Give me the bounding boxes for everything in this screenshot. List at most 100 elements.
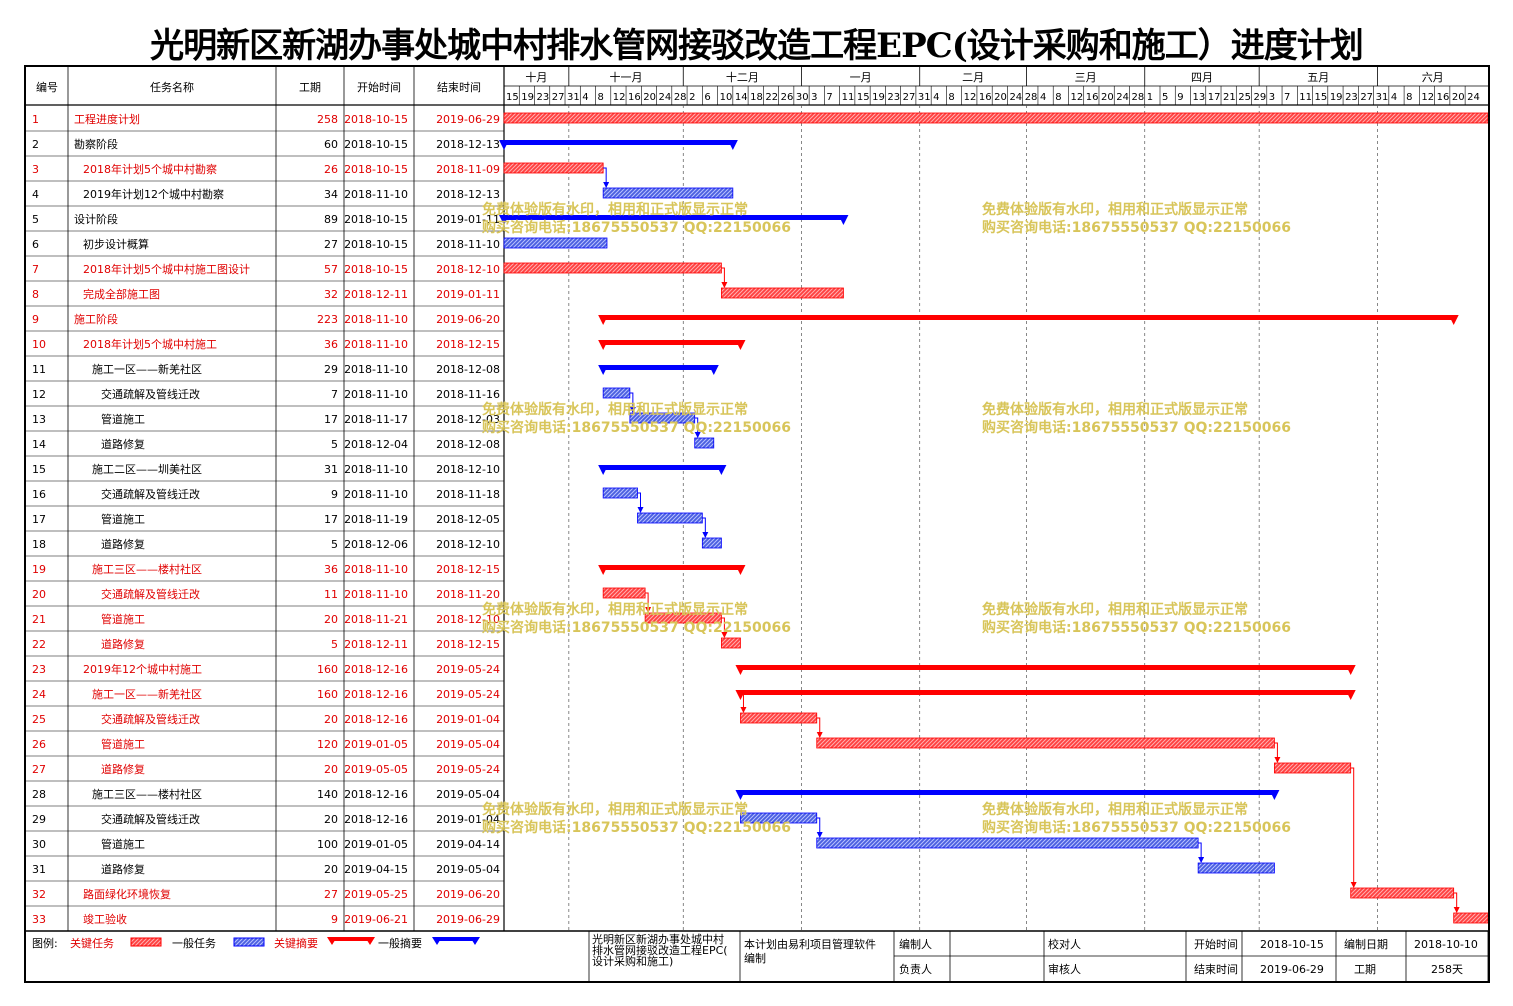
task-start: 2018-12-11 [344, 288, 408, 301]
month-label: 二月 [962, 71, 984, 84]
day-tick-label: 31 [918, 92, 931, 103]
summary-cap-start [499, 140, 509, 150]
day-tick-label: 30 [796, 92, 809, 103]
task-name: 管道施工 [101, 837, 145, 851]
task-duration: 5 [331, 638, 338, 651]
task-start: 2018-11-19 [344, 513, 408, 526]
task-name: 交通疏解及管线迁改 [101, 487, 200, 501]
task-duration: 60 [324, 138, 338, 151]
day-tick-label: 4 [1040, 92, 1046, 103]
task-name: 2019年计划12个城中村勘察 [83, 187, 224, 201]
task-end: 2018-12-10 [436, 538, 500, 551]
task-name: 完成全部施工图 [83, 287, 160, 301]
dependency-arrow [721, 617, 728, 638]
day-tick-label: 29 [1254, 92, 1267, 103]
gantt-frame: 编号 任务名称 工期 开始时间 结束时间 15 19 23 27 31 4 8 12 16 20 24 28 2 6… [24, 65, 1490, 983]
task-id: 16 [32, 488, 46, 501]
summary-cap-end [838, 215, 849, 225]
month-label: 十一月 [610, 70, 643, 84]
task-bar [720, 637, 741, 649]
task-name: 施工三区——楼村社区 [92, 787, 202, 801]
summary-cap-end [716, 465, 727, 475]
watermark-line2: 购买咨询电话:18675550537 QQ:22150066 [482, 619, 791, 636]
day-tick-label: 27 [903, 92, 916, 103]
watermark-line2: 购买咨询电话:18675550537 QQ:22150066 [982, 619, 1291, 636]
watermark-line2: 购买咨询电话:18675550537 QQ:22150066 [482, 419, 791, 436]
watermark-line1: 免费体验版有水印，相用和正式版显示正常 [982, 801, 1248, 818]
task-end: 2019-05-24 [436, 763, 500, 776]
task-start: 2018-12-16 [344, 713, 408, 726]
task-end: 2019-06-20 [436, 888, 500, 901]
task-start: 2018-11-17 [344, 413, 408, 426]
task-start: 2019-01-05 [344, 838, 408, 851]
task-duration: 27 [324, 238, 338, 251]
task-start: 2018-11-10 [344, 388, 408, 401]
column-header-duration: 工期 [299, 81, 321, 94]
task-duration: 17 [324, 413, 338, 426]
dependency-arrow [702, 517, 709, 538]
task-id: 27 [32, 763, 46, 776]
day-tick-label: 4 [933, 92, 939, 103]
month-label: 一月 [850, 71, 872, 84]
task-start: 2018-11-10 [344, 463, 408, 476]
task-duration: 5 [331, 438, 338, 451]
task-end: 2018-12-10 [436, 613, 500, 626]
day-tick-label: 22 [765, 92, 778, 103]
day-tick-label: 12 [613, 92, 626, 103]
summary-cap-start [735, 790, 746, 800]
task-bar [1453, 912, 1488, 924]
task-name: 道路修复 [101, 637, 145, 651]
task-start: 2019-05-05 [344, 763, 408, 776]
summary-cap-start [598, 565, 609, 575]
task-bar [503, 162, 604, 174]
month-label: 六月 [1422, 71, 1444, 84]
legend-normal-task-swatch [233, 937, 265, 947]
task-duration: 20 [324, 863, 338, 876]
task-name: 交通疏解及管线迁改 [101, 712, 200, 726]
day-tick-label: 15 [857, 92, 870, 103]
day-tick-label: 21 [1223, 92, 1236, 103]
legend-normal-task-label: 一般任务 [172, 937, 216, 950]
task-id: 32 [32, 888, 46, 901]
task-end: 2018-12-03 [436, 413, 500, 426]
task-bar [602, 487, 638, 499]
summary-cap-end [708, 365, 719, 375]
summary-cap-start [499, 215, 509, 225]
task-end: 2018-12-13 [436, 188, 500, 201]
task-name: 路面绿化环境恢复 [83, 887, 171, 901]
task-start: 2018-11-10 [344, 588, 408, 601]
footer-checker-label: 校对人 [1048, 937, 1081, 951]
task-id: 31 [32, 863, 46, 876]
legend-normal-summary-swatch [436, 937, 476, 941]
task-name: 交通疏解及管线迁改 [101, 587, 200, 601]
footer-project-line: 光明新区新湖办事处城中村 [592, 932, 724, 946]
task-end: 2019-05-04 [436, 788, 500, 801]
month-label: 十月 [525, 70, 547, 84]
task-duration: 31 [324, 463, 338, 476]
task-id: 1 [32, 113, 39, 126]
task-start: 2018-12-06 [344, 538, 408, 551]
day-tick-label: 10 [720, 92, 733, 103]
task-id: 8 [32, 288, 39, 301]
task-end: 2018-12-13 [436, 138, 500, 151]
task-name: 勘察阶段 [74, 137, 118, 151]
task-id: 18 [32, 538, 46, 551]
summary-cap-end [1345, 665, 1356, 675]
task-end: 2018-12-05 [436, 513, 500, 526]
legend-critical-summary-caps [327, 937, 375, 945]
task-name: 管道施工 [101, 612, 145, 626]
month-label: 四月 [1191, 71, 1213, 84]
task-duration: 32 [324, 288, 338, 301]
task-id: 21 [32, 613, 46, 626]
task-id: 2 [32, 138, 39, 151]
task-bar [816, 737, 1275, 749]
task-end: 2018-11-18 [436, 488, 500, 501]
dependency-arrow [645, 592, 652, 613]
summary-bar [504, 215, 844, 220]
day-tick-label: 25 [1238, 92, 1251, 103]
task-name: 工程进度计划 [74, 112, 140, 126]
task-id: 23 [32, 663, 46, 676]
day-tick-label: 18 [750, 92, 763, 103]
summary-bar [603, 315, 1454, 320]
task-end: 2019-01-04 [436, 713, 500, 726]
